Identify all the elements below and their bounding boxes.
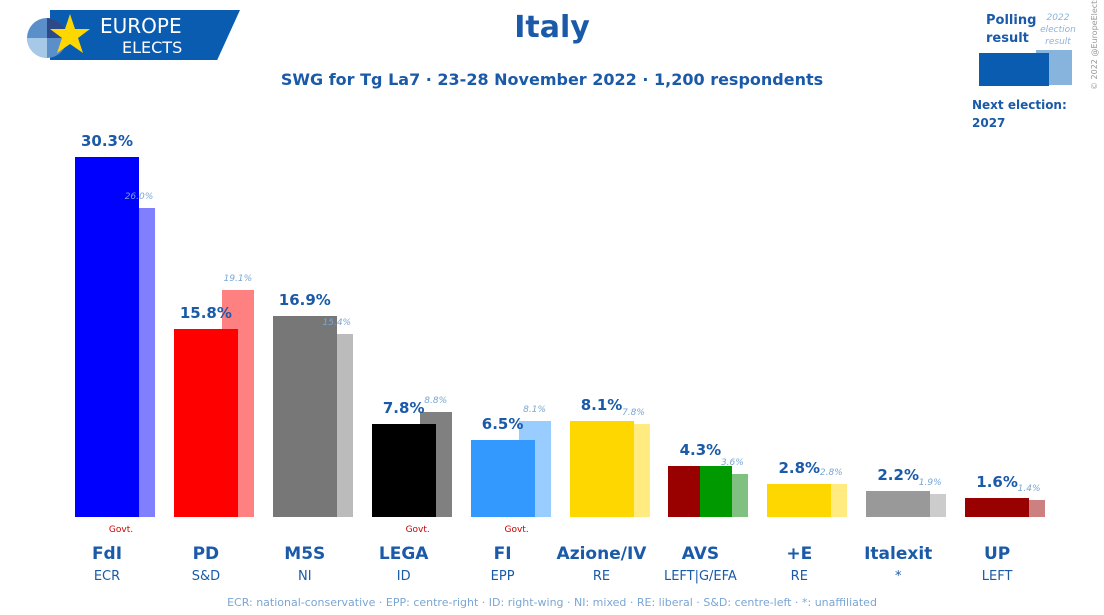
copyright: © 2022 @EuropeElects — [1090, 0, 1099, 90]
party-group: LEFT — [981, 569, 1013, 584]
polling-value-label: 2.2% — [877, 465, 919, 484]
polling-bar — [668, 465, 701, 517]
legend-polling-label: Polling result — [986, 13, 1037, 46]
previous-value-label: 8.1% — [523, 404, 547, 415]
previous-value-label: 1.4% — [1017, 484, 1041, 495]
previous-value-label: 26.0% — [124, 192, 154, 203]
party-name: UP — [983, 544, 1011, 564]
polling-value-label: 15.8% — [179, 304, 232, 323]
party-name: LEGA — [378, 544, 429, 564]
polling-value-label: 16.9% — [278, 291, 331, 310]
party-name: FI — [493, 544, 512, 564]
polling-bar — [965, 497, 1030, 517]
govt-label: Govt. — [504, 525, 529, 535]
previous-value-label: 8.8% — [424, 396, 448, 407]
party-name: PD — [192, 544, 220, 564]
polling-value-label: 4.3% — [679, 440, 722, 459]
party-name: M5S — [284, 544, 326, 564]
polling-value-label: 6.5% — [481, 414, 524, 433]
chart-title: Italy — [514, 10, 590, 45]
polling-bar — [371, 424, 436, 517]
previous-value-label: 15.4% — [322, 318, 352, 329]
govt-label: Govt. — [405, 525, 430, 535]
polling-bar — [173, 329, 238, 517]
party-name: +E — [786, 544, 813, 564]
previous-value-label: 7.8% — [622, 408, 645, 419]
europe-elects-logo: EUROPE ELECTS — [22, 10, 242, 60]
party-name: Italexit — [864, 544, 933, 564]
polling-bar — [700, 465, 733, 517]
party-group: ID — [396, 569, 411, 584]
party-group: RE — [790, 569, 808, 584]
party-group: RE — [592, 569, 611, 584]
footnote: ECR: national-conservative · EPP: centre… — [227, 596, 877, 609]
polling-bar — [767, 483, 832, 517]
party-name: Azione/IV — [556, 544, 647, 564]
previous-value-label: 2.8% — [819, 467, 843, 478]
polling-value-label: 2.8% — [778, 458, 821, 477]
polling-bar — [866, 490, 931, 517]
chart-subtitle: SWG for Tg La7 · 23-28 November 2022 · 1… — [280, 70, 824, 89]
logo-text: EUROPE — [100, 14, 182, 38]
legend-election-label: 2022 election result — [1040, 13, 1076, 47]
logo-globe-icon — [27, 14, 90, 58]
party-name: AVS — [681, 544, 720, 564]
polling-bar — [75, 157, 139, 517]
party-group: NI — [298, 569, 312, 584]
next-election: Next election: 2027 — [972, 98, 1067, 130]
logo-text: ELECTS — [122, 38, 183, 57]
party-group: EPP — [490, 569, 515, 584]
polling-bar — [470, 439, 535, 517]
legend-polling-swatch — [979, 53, 1049, 86]
party-group: * — [894, 569, 902, 584]
polling-value-label: 8.1% — [580, 395, 623, 414]
party-group: S&D — [191, 569, 221, 584]
polling-value-label: 7.8% — [382, 399, 425, 418]
party-name: FdI — [91, 544, 123, 564]
govt-label: Govt. — [108, 525, 134, 535]
previous-value-label: 3.6% — [720, 458, 744, 469]
polling-bar — [569, 420, 634, 517]
party-group: LEFT|G/EFA — [663, 569, 737, 584]
polling-bar — [272, 316, 337, 517]
polling-value-label: 1.6% — [976, 472, 1018, 491]
polling-value-label: 30.3% — [80, 132, 134, 150]
previous-value-label: 1.9% — [918, 478, 942, 489]
party-group: ECR — [93, 569, 121, 584]
previous-value-label: 19.1% — [223, 274, 253, 285]
